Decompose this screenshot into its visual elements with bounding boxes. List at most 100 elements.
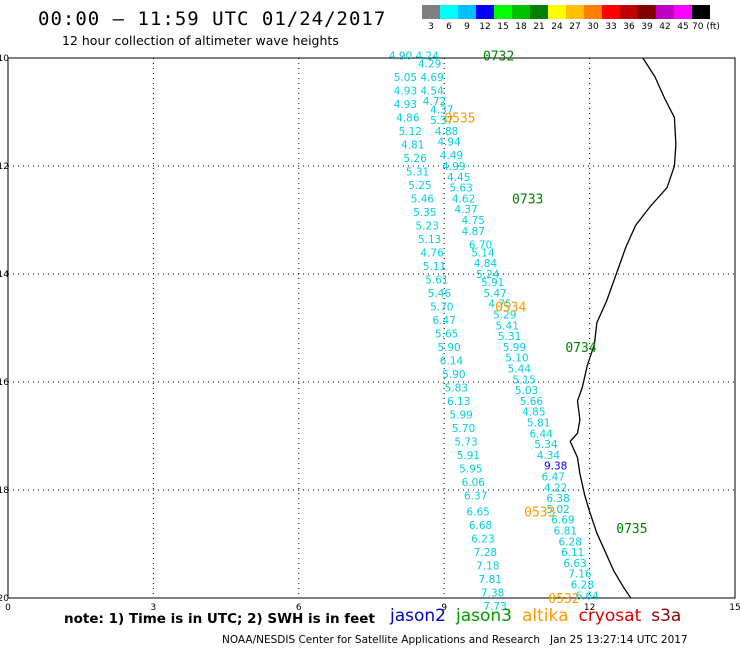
color-scale-label: 15: [497, 22, 509, 32]
wave-height-label: 5.35: [413, 207, 436, 219]
color-scale-cell: [440, 5, 458, 19]
color-scale-label: 45: [677, 22, 689, 32]
wave-height-label: 5.70: [452, 423, 475, 435]
wave-height-label: 4.76: [420, 247, 444, 259]
wave-height-label: 5.05: [394, 72, 417, 84]
wave-height-label: 5.31: [406, 166, 429, 178]
color-scale-label: 42: [659, 22, 671, 32]
wave-height-label: 6.11: [561, 547, 584, 559]
y-tick-label: -10: [0, 54, 9, 64]
wave-height-label: 5.10: [505, 353, 528, 365]
wave-height-label: 4.90: [389, 50, 412, 62]
wave-height-label: 4.85: [522, 407, 545, 419]
legend-entry-jason3: jason3: [456, 606, 512, 626]
color-scale-label: 21: [533, 22, 545, 32]
x-tick-label: 12: [584, 603, 595, 613]
wave-height-label: 6.28: [559, 536, 582, 548]
pass-time-label: 0532: [548, 592, 579, 607]
wave-height-label: 6.47: [433, 315, 456, 327]
color-scale-label: 70 (ft): [692, 22, 720, 32]
wave-height-label: 6.64: [575, 590, 599, 602]
wave-height-label: 4.75: [488, 299, 511, 311]
wave-height-label: 5.90: [437, 342, 460, 354]
wave-height-label: 5.73: [454, 436, 477, 448]
wave-height-label: 4.37: [454, 204, 477, 216]
wave-height-label: 4.37: [430, 104, 453, 116]
wave-height-label: 6.70: [469, 239, 492, 251]
wave-height-label: 5.95: [459, 463, 482, 475]
wave-height-label: 4.69: [420, 72, 443, 84]
color-scale-cell: [656, 5, 674, 19]
pass-time-label: 0734: [565, 341, 596, 356]
wave-height-label: 6.65: [466, 507, 489, 519]
wave-height-label: 5.31: [498, 331, 521, 343]
wave-height-label: 5.83: [445, 382, 468, 394]
wave-height-label: 5.47: [483, 288, 506, 300]
map-title: 00:00 – 11:59 UTC 01/24/2017: [38, 8, 387, 30]
satellite-legend: jason2 jason3 altika cryosat s3a: [390, 606, 691, 626]
wave-height-label: 5.41: [496, 320, 519, 332]
x-tick-label: 3: [151, 603, 157, 613]
x-tick-label: 9: [441, 603, 447, 613]
wave-height-label: 4.49: [440, 150, 463, 162]
wave-height-label: 4.34: [537, 450, 561, 462]
x-tick-label: 6: [296, 603, 302, 613]
wave-height-label: 5.46: [428, 288, 452, 300]
wave-height-label: 5.66: [520, 396, 544, 408]
wave-height-label: 6.23: [471, 534, 494, 546]
wave-height-label: 5.11: [423, 261, 446, 273]
footer-agency: NOAA/NESDIS Center for Satellite Applica…: [222, 634, 540, 646]
wave-height-label: 5.99: [449, 409, 472, 421]
wave-height-label: 5.15: [512, 374, 535, 386]
wave-height-label: 7.18: [476, 561, 499, 573]
color-scale-cell: [674, 5, 692, 19]
color-scale-label: 36: [623, 22, 635, 32]
x-tick-label: 15: [729, 603, 740, 613]
wave-height-label: 4.62: [452, 193, 475, 205]
legend-entry-altika: altika: [522, 606, 569, 626]
wave-height-label: 6.81: [554, 526, 577, 538]
color-scale-cell: [422, 5, 440, 19]
wave-height-label: 4.24: [416, 50, 440, 62]
wave-height-label: 5.24: [476, 269, 500, 281]
pass-time-label: 0732: [483, 49, 514, 64]
color-scale-label: 30: [587, 22, 599, 32]
wave-height-label: 6.44: [529, 428, 553, 440]
y-tick-label: -14: [0, 270, 9, 280]
wave-height-label: 4.88: [435, 126, 458, 138]
wave-height-label: 5.13: [418, 234, 441, 246]
color-scale-cell: [692, 5, 710, 19]
wave-height-label: 5.23: [416, 220, 439, 232]
color-scale-cell: [602, 5, 620, 19]
wave-height-label: 6.28: [571, 580, 594, 592]
x-tick-label: 0: [5, 603, 11, 613]
wave-height-label: 5.46: [411, 193, 435, 205]
wave-height-label: 7.28: [474, 547, 497, 559]
wave-height-label: 5.29: [493, 310, 516, 322]
wave-height-label: 6.37: [464, 490, 487, 502]
wave-height-label: 6.14: [440, 355, 464, 367]
wave-height-label: 5.26: [403, 153, 427, 165]
wave-height-label: 4.87: [462, 226, 485, 238]
wave-height-label: 6.69: [551, 515, 574, 527]
wave-height-label: 4.86: [396, 112, 420, 124]
color-scale-cell: [494, 5, 512, 19]
wave-height-label: 5.81: [527, 418, 550, 430]
color-scale-cell: [512, 5, 530, 19]
y-tick-label: -18: [0, 486, 9, 496]
color-scale-cell: [566, 5, 584, 19]
wave-height-label: 6.13: [447, 396, 470, 408]
color-scale-cell: [458, 5, 476, 19]
coastline: [569, 57, 677, 599]
pass-time-label: 0735: [616, 522, 647, 537]
note-text: note: 1) Time is in UTC; 2) SWH is in fe…: [64, 611, 375, 627]
color-scale-bar: [422, 5, 710, 19]
color-scale-cell: [548, 5, 566, 19]
legend-entry-s3a: s3a: [651, 606, 682, 626]
color-scale-cell: [638, 5, 656, 19]
wave-height-label: 4.94: [437, 137, 461, 149]
y-tick-label: -16: [0, 378, 9, 388]
wave-height-label: 4.84: [474, 258, 498, 270]
map-subtitle: 12 hour collection of altimeter wave hei…: [62, 33, 339, 48]
